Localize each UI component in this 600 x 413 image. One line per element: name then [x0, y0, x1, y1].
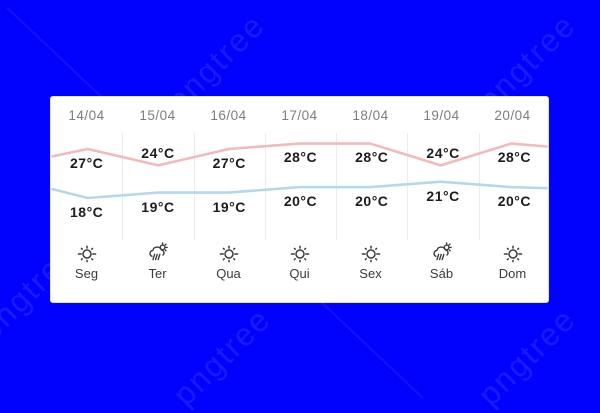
- date-label: 20/04: [494, 107, 531, 123]
- date-label: 18/04: [352, 107, 389, 123]
- temperature-chart: [51, 142, 548, 200]
- forecast-day[interactable]: Sáb: [406, 241, 477, 281]
- date-label: 16/04: [210, 107, 247, 123]
- high-temp-label: 28°C: [283, 149, 318, 165]
- watermark-line: [318, 299, 424, 399]
- forecast-day[interactable]: Dom: [477, 241, 548, 281]
- weather-card: 14/04 15/04 16/04 17/04 18/04 19/04 20/04 27°C…: [50, 96, 549, 303]
- day-name: Sex: [359, 266, 382, 281]
- watermark-text: pngtree: [470, 300, 583, 413]
- day-name: Ter: [148, 266, 167, 281]
- low-temp-label: 19°C: [141, 198, 175, 215]
- low-temp-label: 19°C: [212, 198, 246, 215]
- date-label: 19/04: [423, 107, 460, 123]
- day-name: Qua: [216, 266, 241, 281]
- high-temp-label: 27°C: [212, 154, 246, 171]
- column-divider: [264, 133, 266, 240]
- day-name: Seg: [74, 266, 99, 281]
- column-divider: [193, 133, 195, 240]
- date-label: 17/04: [281, 107, 318, 123]
- rain-sun-icon: [146, 241, 170, 265]
- day-name: Qui: [289, 266, 310, 281]
- sunny-icon: [217, 241, 241, 265]
- high-temp-label: 27°C: [70, 154, 104, 171]
- date-label: 14/04: [68, 107, 105, 123]
- low-temp-line: [51, 180, 548, 200]
- forecast-day[interactable]: Seg: [51, 241, 122, 281]
- column-divider: [478, 133, 480, 240]
- high-temp-label: 28°C: [355, 149, 389, 165]
- sunny-icon: [288, 241, 312, 265]
- low-temp-label: 18°C: [70, 204, 104, 220]
- rain-sun-icon: [430, 241, 454, 265]
- day-name: Dom: [498, 266, 527, 281]
- forecast-day[interactable]: Sex: [335, 241, 406, 281]
- low-temp-label: 20°C: [355, 193, 389, 209]
- forecast-day[interactable]: Ter: [122, 241, 193, 281]
- sunny-icon: [75, 241, 99, 265]
- forecast-day[interactable]: Qua: [193, 241, 264, 281]
- watermark-text: pngtree: [165, 300, 278, 413]
- high-temp-label: 24°C: [141, 145, 175, 161]
- dates-row: 14/04 15/04 16/04 17/04 18/04 19/04 20/04: [51, 97, 548, 133]
- watermark-line: [6, 6, 104, 100]
- low-temp-label: 20°C: [283, 193, 318, 209]
- day-name: Sáb: [429, 266, 454, 281]
- forecast-day[interactable]: Qui: [264, 241, 335, 281]
- column-divider: [122, 133, 124, 240]
- high-temp-label: 24°C: [426, 145, 460, 161]
- high-temp-label: 28°C: [497, 149, 531, 165]
- date-label: 15/04: [139, 107, 176, 123]
- high-temp-line: [51, 142, 548, 167]
- days-row: Seg Ter Qua Qui Sex Sáb Dom: [51, 241, 548, 281]
- column-divider: [407, 133, 409, 240]
- low-temp-label: 21°C: [426, 187, 460, 204]
- sunny-icon: [501, 241, 525, 265]
- low-temp-label: 20°C: [497, 193, 531, 209]
- sunny-icon: [359, 241, 383, 265]
